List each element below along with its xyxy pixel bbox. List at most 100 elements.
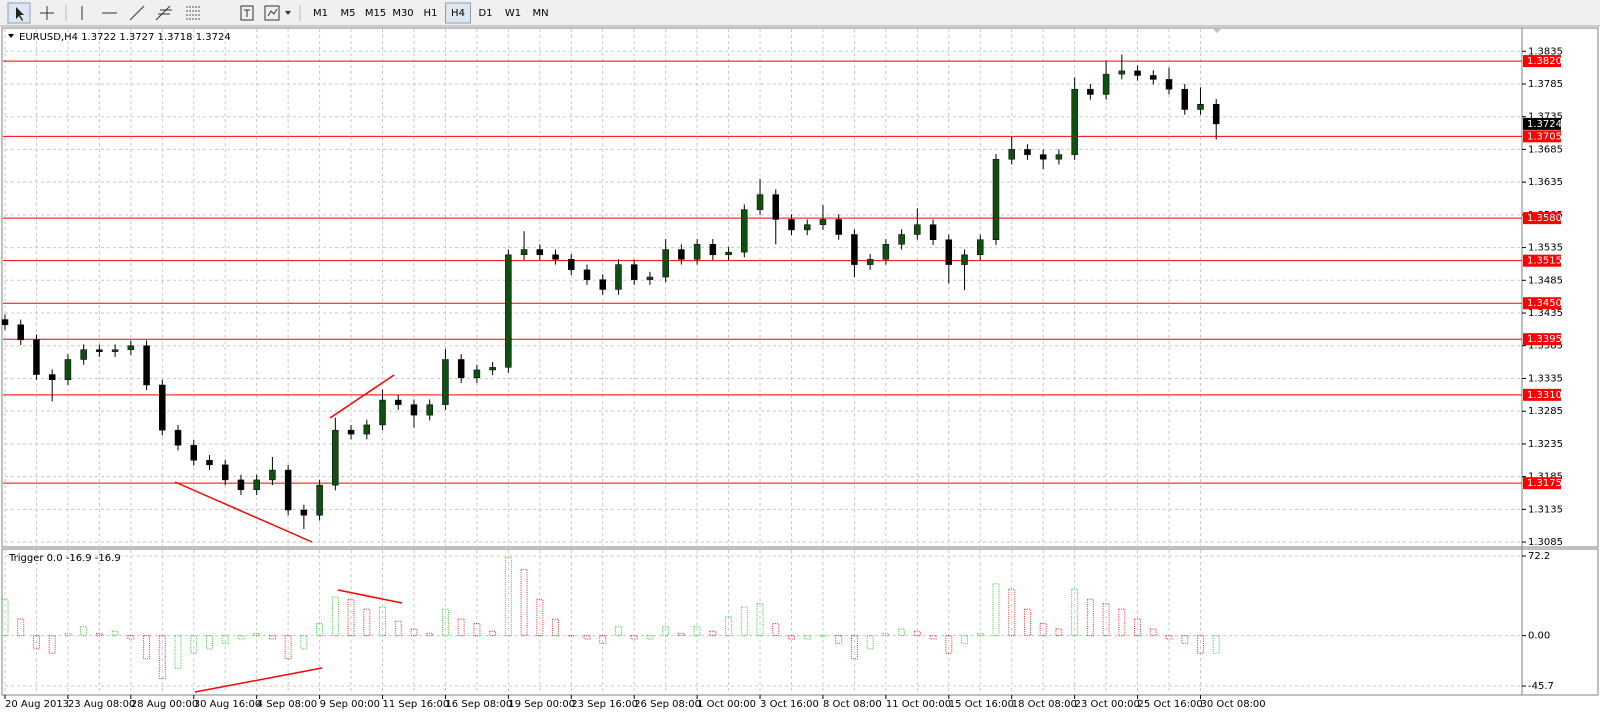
- dropdown-arrow[interactable]: [285, 11, 291, 15]
- histogram-bar: [614, 626, 622, 637]
- x-tick-label: 28 Aug 00:00: [131, 699, 198, 710]
- collapse-arrow[interactable]: [8, 34, 14, 38]
- timeframe-button[interactable]: H4: [445, 2, 471, 24]
- candle-body: [1102, 73, 1110, 95]
- timeframe-label: W1: [505, 8, 521, 19]
- x-tick-label: 20 Aug 2013: [5, 699, 69, 710]
- candle-body: [379, 399, 386, 426]
- timeframe-label: M15: [365, 8, 386, 19]
- trendline: [337, 589, 403, 604]
- text-tool[interactable]: [240, 5, 254, 21]
- histogram-bar: [489, 630, 497, 637]
- trendline-tool[interactable]: [129, 5, 145, 21]
- candle-body: [221, 464, 229, 481]
- histogram-bar: [17, 618, 25, 637]
- histogram-bar: [709, 630, 717, 637]
- x-tick-label: 19 Sep 00:00: [508, 699, 575, 710]
- histogram-bar: [756, 603, 764, 637]
- candle-body: [929, 224, 937, 240]
- label-tool[interactable]: [264, 5, 280, 21]
- histogram-bar: [913, 630, 921, 637]
- histogram-bar: [80, 626, 88, 637]
- level-tag: [1523, 55, 1561, 68]
- histogram-bar: [1008, 588, 1016, 637]
- histogram-bar: [866, 635, 874, 650]
- histogram-bar: [237, 635, 245, 640]
- histogram-bar: [583, 635, 591, 640]
- candle-body: [678, 249, 685, 260]
- histogram-bar: [300, 635, 308, 650]
- candle-body: [1181, 88, 1188, 110]
- histogram-bar: [127, 635, 135, 640]
- histogram-bar: [457, 618, 465, 637]
- histogram-bar: [1165, 635, 1173, 640]
- candle-body: [80, 349, 87, 360]
- candle-body: [1024, 149, 1031, 155]
- candle-body: [190, 444, 198, 461]
- y-tick-label: 1.3285: [1528, 406, 1563, 417]
- timeframe-button[interactable]: M30: [392, 8, 413, 19]
- timeframe-button[interactable]: W1: [505, 8, 521, 19]
- arrows-tool[interactable]: [267, 8, 278, 17]
- active-highlight: [445, 2, 471, 24]
- histogram-bar: [1102, 603, 1110, 637]
- y-tick-label: -45.7: [1528, 681, 1554, 692]
- candle-body: [646, 276, 654, 280]
- timeframe-button[interactable]: H1: [424, 8, 438, 19]
- histogram-bar: [693, 626, 701, 637]
- timeframe-button[interactable]: MN: [532, 8, 548, 19]
- histogram-bar: [788, 635, 795, 640]
- text-tool-glyph: [244, 9, 250, 17]
- histogram-bar: [976, 632, 984, 637]
- crosshair-tool[interactable]: [40, 6, 54, 20]
- x-tick-label: 3 Oct 16:00: [760, 699, 819, 710]
- candle-body: [426, 404, 433, 416]
- x-tick-label: 18 Oct 08:00: [1012, 699, 1077, 710]
- histogram-bar: [725, 616, 733, 637]
- level-label: 1.3395: [1527, 334, 1562, 345]
- candle-body: [866, 259, 874, 265]
- histogram-bar: [520, 568, 528, 637]
- candle-body: [33, 339, 40, 375]
- histogram-bar: [740, 606, 748, 637]
- level-label: 1.3820: [1527, 56, 1562, 67]
- histogram-bar: [268, 635, 276, 640]
- histogram-bar: [567, 635, 575, 637]
- channel-tool[interactable]: [155, 5, 172, 21]
- x-tick-label: 23 Oct 00:00: [1075, 699, 1140, 710]
- candle-body: [316, 484, 323, 516]
- histogram-bar: [48, 635, 56, 654]
- x-tick-label: 9 Sep 00:00: [320, 699, 380, 710]
- candle-body: [1008, 149, 1015, 160]
- histogram-bar: [1181, 635, 1189, 644]
- y-tick-label: 1.3335: [1528, 373, 1563, 384]
- chart-title: EURUSD,H4 1.3722 1.3727 1.3718 1.3724: [19, 32, 231, 43]
- current-price-tag: [1523, 117, 1561, 130]
- timeframe-button[interactable]: M5: [341, 8, 356, 19]
- histogram-bar: [803, 635, 811, 640]
- histogram-bar: [347, 598, 355, 637]
- timeframe-button[interactable]: M15: [365, 8, 386, 19]
- level-tag: [1523, 130, 1561, 143]
- histogram-bar: [253, 632, 261, 637]
- timeframe-button[interactable]: D1: [478, 8, 492, 19]
- level-tag: [1523, 212, 1561, 225]
- candle-body: [505, 254, 512, 368]
- candle-body: [1165, 79, 1173, 90]
- histogram-bar: [394, 620, 402, 637]
- timeframe-button[interactable]: M1: [313, 8, 328, 19]
- y-tick-label: 72.2: [1528, 551, 1550, 562]
- timeframe-label: M1: [313, 8, 328, 19]
- fibonacci-tool[interactable]: [186, 6, 200, 20]
- candle-body: [536, 249, 544, 256]
- candle-body: [756, 194, 764, 210]
- histogram-bar: [190, 635, 198, 654]
- candle-body: [48, 374, 56, 381]
- y-tick-label: 1.3635: [1528, 177, 1563, 188]
- histogram-bar: [410, 628, 418, 637]
- histogram-bar: [662, 626, 670, 637]
- candle-body: [1071, 88, 1078, 155]
- y-tick-label: 1.3685: [1528, 144, 1563, 155]
- trendline: [194, 667, 323, 693]
- histogram-bar: [205, 635, 213, 650]
